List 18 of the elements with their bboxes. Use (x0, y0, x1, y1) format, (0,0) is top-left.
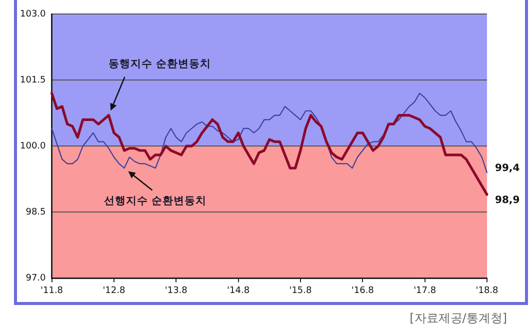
y-tick-label: 97.0 (26, 274, 46, 284)
x-tick-label: '14.8 (227, 286, 250, 296)
x-tick-label: '12.8 (102, 286, 126, 296)
x-tick-label: '13.8 (164, 286, 188, 296)
x-tick-label: '18.8 (476, 286, 499, 296)
x-tick-label: '17.8 (414, 286, 436, 296)
x-tick-label: '11.8 (40, 286, 64, 296)
y-tick-label: 100.0 (20, 141, 46, 152)
text: 동행지수 순환변동치 (108, 58, 211, 70)
text: 선행지수 순환변동치 (104, 195, 207, 208)
data-label: 98,9 (495, 195, 520, 206)
y-tick-label: 101.5 (20, 75, 46, 86)
x-tick-label: '15.8 (289, 286, 312, 296)
x-tick-label: '16.8 (351, 286, 374, 296)
y-tick-label: 98.5 (26, 207, 46, 218)
y-tick-label: 103.0 (20, 9, 46, 20)
text: [자료제공/통계청] (410, 310, 507, 327)
data-label: 99,4 (495, 163, 520, 174)
